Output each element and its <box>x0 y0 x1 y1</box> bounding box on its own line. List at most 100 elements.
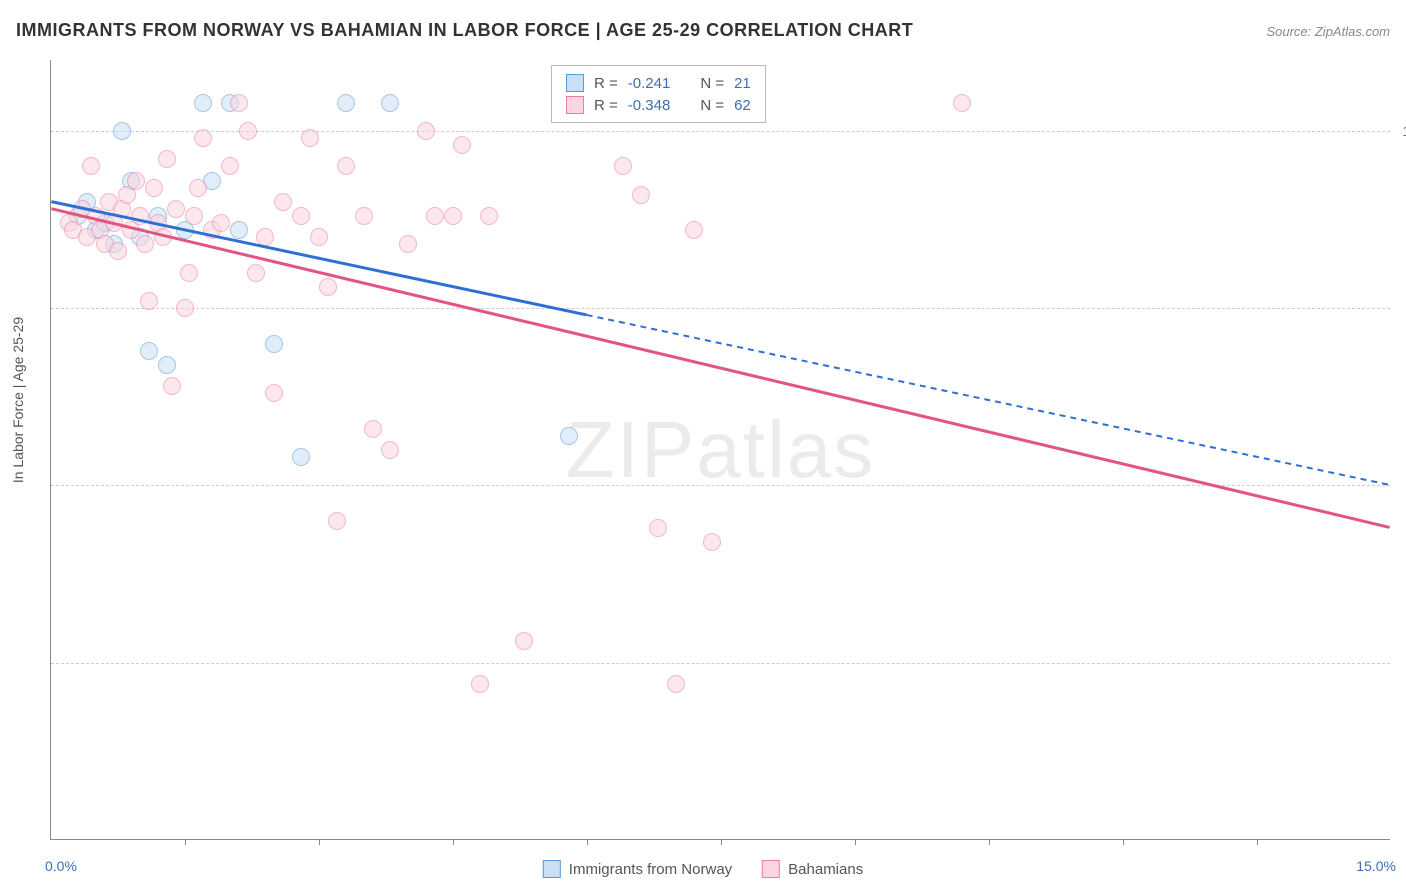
data-point-bahamians <box>649 519 667 537</box>
data-point-bahamians <box>310 228 328 246</box>
data-point-bahamians <box>292 207 310 225</box>
legend-row-norway: R = -0.241 N = 21 <box>566 72 751 94</box>
data-point-norway <box>230 221 248 239</box>
x-tick <box>855 839 856 845</box>
data-point-bahamians <box>189 179 207 197</box>
gridline <box>51 485 1390 486</box>
series-label-bahamians: Bahamians <box>788 861 863 878</box>
data-point-bahamians <box>256 228 274 246</box>
data-point-bahamians <box>221 157 239 175</box>
data-point-bahamians <box>953 94 971 112</box>
data-point-bahamians <box>703 533 721 551</box>
x-tick <box>453 839 454 845</box>
data-point-bahamians <box>145 179 163 197</box>
series-legend-item-norway: Immigrants from Norway <box>543 860 732 878</box>
chart-title: IMMIGRANTS FROM NORWAY VS BAHAMIAN IN LA… <box>16 20 913 41</box>
data-point-norway <box>337 94 355 112</box>
data-point-bahamians <box>131 207 149 225</box>
series-legend-item-bahamians: Bahamians <box>762 860 863 878</box>
series-swatch-bahamians <box>762 860 780 878</box>
trend-line-bahamians <box>51 209 1389 528</box>
data-point-bahamians <box>194 129 212 147</box>
data-point-norway <box>113 122 131 140</box>
gridline <box>51 663 1390 664</box>
data-point-bahamians <box>417 122 435 140</box>
trend-lines <box>51 60 1390 839</box>
data-point-bahamians <box>127 172 145 190</box>
x-tick <box>721 839 722 845</box>
data-point-bahamians <box>399 235 417 253</box>
x-tick <box>319 839 320 845</box>
data-point-bahamians <box>158 150 176 168</box>
data-point-bahamians <box>109 242 127 260</box>
data-point-norway <box>265 335 283 353</box>
data-point-bahamians <box>614 157 632 175</box>
correlation-legend: R =-0.241N =21R =-0.348N =62 <box>551 65 766 123</box>
data-point-bahamians <box>247 264 265 282</box>
data-point-norway <box>158 356 176 374</box>
data-point-bahamians <box>364 420 382 438</box>
x-max-label: 15.0% <box>1356 858 1396 874</box>
data-point-bahamians <box>453 136 471 154</box>
data-point-bahamians <box>328 512 346 530</box>
title-bar: IMMIGRANTS FROM NORWAY VS BAHAMIAN IN LA… <box>16 20 1390 41</box>
data-point-norway <box>140 342 158 360</box>
legend-swatch-norway <box>566 74 584 92</box>
data-point-bahamians <box>355 207 373 225</box>
x-tick <box>1257 839 1258 845</box>
x-tick <box>1123 839 1124 845</box>
trend-line-dash-norway <box>587 315 1390 485</box>
data-point-bahamians <box>301 129 319 147</box>
data-point-bahamians <box>163 377 181 395</box>
data-point-bahamians <box>480 207 498 225</box>
series-label-norway: Immigrants from Norway <box>569 861 732 878</box>
legend-swatch-bahamians <box>566 96 584 114</box>
y-axis-title: In Labor Force | Age 25-29 <box>10 317 26 483</box>
data-point-bahamians <box>381 441 399 459</box>
data-point-bahamians <box>167 200 185 218</box>
data-point-bahamians <box>212 214 230 232</box>
data-point-bahamians <box>667 675 685 693</box>
data-point-bahamians <box>685 221 703 239</box>
plot-area: ZIPatlas R =-0.241N =21R =-0.348N =62 0.… <box>50 60 1390 840</box>
legend-r-value-norway: -0.241 <box>628 75 671 92</box>
data-point-norway <box>292 448 310 466</box>
data-point-bahamians <box>136 235 154 253</box>
data-point-bahamians <box>154 228 172 246</box>
legend-row-bahamians: R =-0.348N =62 <box>566 94 751 116</box>
data-point-bahamians <box>319 278 337 296</box>
data-point-bahamians <box>180 264 198 282</box>
data-point-bahamians <box>140 292 158 310</box>
data-point-bahamians <box>185 207 203 225</box>
data-point-bahamians <box>471 675 489 693</box>
data-point-bahamians <box>337 157 355 175</box>
legend-r-label: R = <box>594 75 618 92</box>
data-point-bahamians <box>230 94 248 112</box>
x-tick <box>587 839 588 845</box>
legend-n-label: N = <box>700 75 724 92</box>
data-point-bahamians <box>265 384 283 402</box>
source-label: Source: ZipAtlas.com <box>1266 24 1390 39</box>
gridline <box>51 308 1390 309</box>
data-point-bahamians <box>82 157 100 175</box>
data-point-norway <box>381 94 399 112</box>
data-point-bahamians <box>426 207 444 225</box>
data-point-bahamians <box>176 299 194 317</box>
x-min-label: 0.0% <box>45 858 77 874</box>
data-point-bahamians <box>444 207 462 225</box>
watermark: ZIPatlas <box>566 404 875 496</box>
series-swatch-norway <box>543 860 561 878</box>
data-point-bahamians <box>274 193 292 211</box>
legend-r-label: R = <box>594 97 618 114</box>
y-tick-label: 100.0% <box>1403 123 1406 139</box>
series-legend: Immigrants from Norway Bahamians <box>543 860 863 878</box>
legend-n-value-norway: 21 <box>734 75 751 92</box>
data-point-bahamians <box>239 122 257 140</box>
data-point-norway <box>560 427 578 445</box>
legend-r-value-bahamians: -0.348 <box>628 97 671 114</box>
x-tick <box>989 839 990 845</box>
data-point-bahamians <box>632 186 650 204</box>
data-point-bahamians <box>515 632 533 650</box>
legend-n-value-bahamians: 62 <box>734 97 751 114</box>
x-tick <box>185 839 186 845</box>
